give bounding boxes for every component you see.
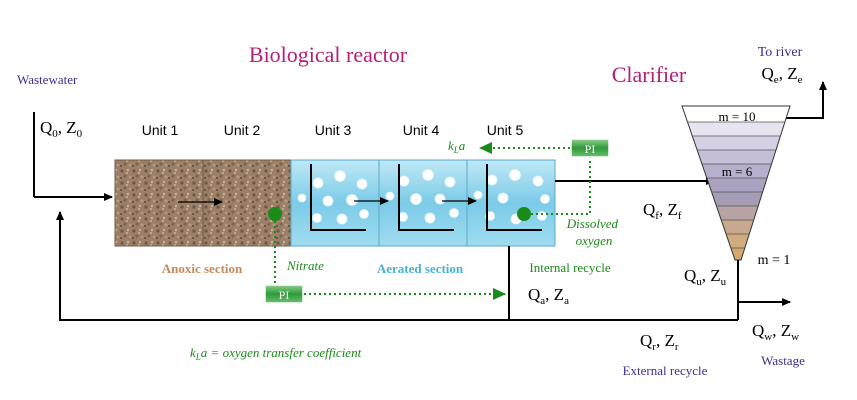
internal-recycle-label: Internal recycle [529, 260, 610, 275]
kla-label: kLa [448, 138, 466, 155]
dissolved-oxygen-label: Dissolved oxygen [566, 216, 622, 248]
wastage-flow-label: Qw, Zw [752, 321, 799, 343]
unit-baffles [310, 164, 542, 231]
kla-definition: kLa = oxygen transfer coefficient [190, 345, 362, 362]
aeration-bubbles [297, 169, 550, 225]
wastewater-label: Wastewater [17, 72, 78, 87]
layer-mid-label: m = 6 [722, 164, 753, 179]
do-pi-box [570, 138, 610, 158]
unit-1-label: Unit 1 [142, 122, 179, 138]
clarifier-title: Clarifier [612, 62, 687, 87]
nitrate-label: Nitrate [286, 258, 324, 273]
nitrate-pi-label: PI [279, 288, 290, 302]
unit-2-tank [202, 159, 292, 247]
effluent-arrow [786, 81, 827, 119]
external-recycle-line [56, 211, 738, 321]
nitrate-sensor [268, 207, 282, 221]
underflow-label: Qu, Zu [684, 266, 727, 288]
effluent-label: Qe, Ze [762, 64, 803, 86]
aerated-section-label: Aerated section [377, 261, 464, 276]
do-sensor [517, 207, 531, 221]
unit-4-label: Unit 4 [403, 122, 440, 138]
reactor-title: Biological reactor [249, 42, 408, 67]
clarifier-cone [682, 106, 790, 260]
layer-bottom-label: m = 1 [758, 253, 791, 268]
unit-5-label: Unit 5 [487, 122, 524, 138]
external-recycle-label: External recycle [623, 363, 708, 378]
unit-2-label: Unit 2 [224, 122, 261, 138]
internal-flow-label: Qa, Za [528, 285, 569, 307]
anoxic-section-label: Anoxic section [162, 261, 243, 276]
layer-top-label: m = 10 [719, 109, 756, 124]
do-pi-label: PI [585, 142, 596, 156]
feed-label: Qf, Zf [643, 200, 682, 222]
unit-3-label: Unit 3 [315, 122, 352, 138]
do-signal-line [531, 157, 591, 215]
nitrate-pi-box [264, 284, 304, 304]
inflow-label: Q0, Z0 [40, 118, 83, 140]
to-river-label: To river [758, 45, 803, 60]
wastage-label: Wastage [761, 353, 805, 368]
clarifier-outline [681, 105, 791, 261]
recycle-flow-label: Qr, Zr [640, 331, 679, 353]
unit-1-tank [114, 159, 204, 247]
